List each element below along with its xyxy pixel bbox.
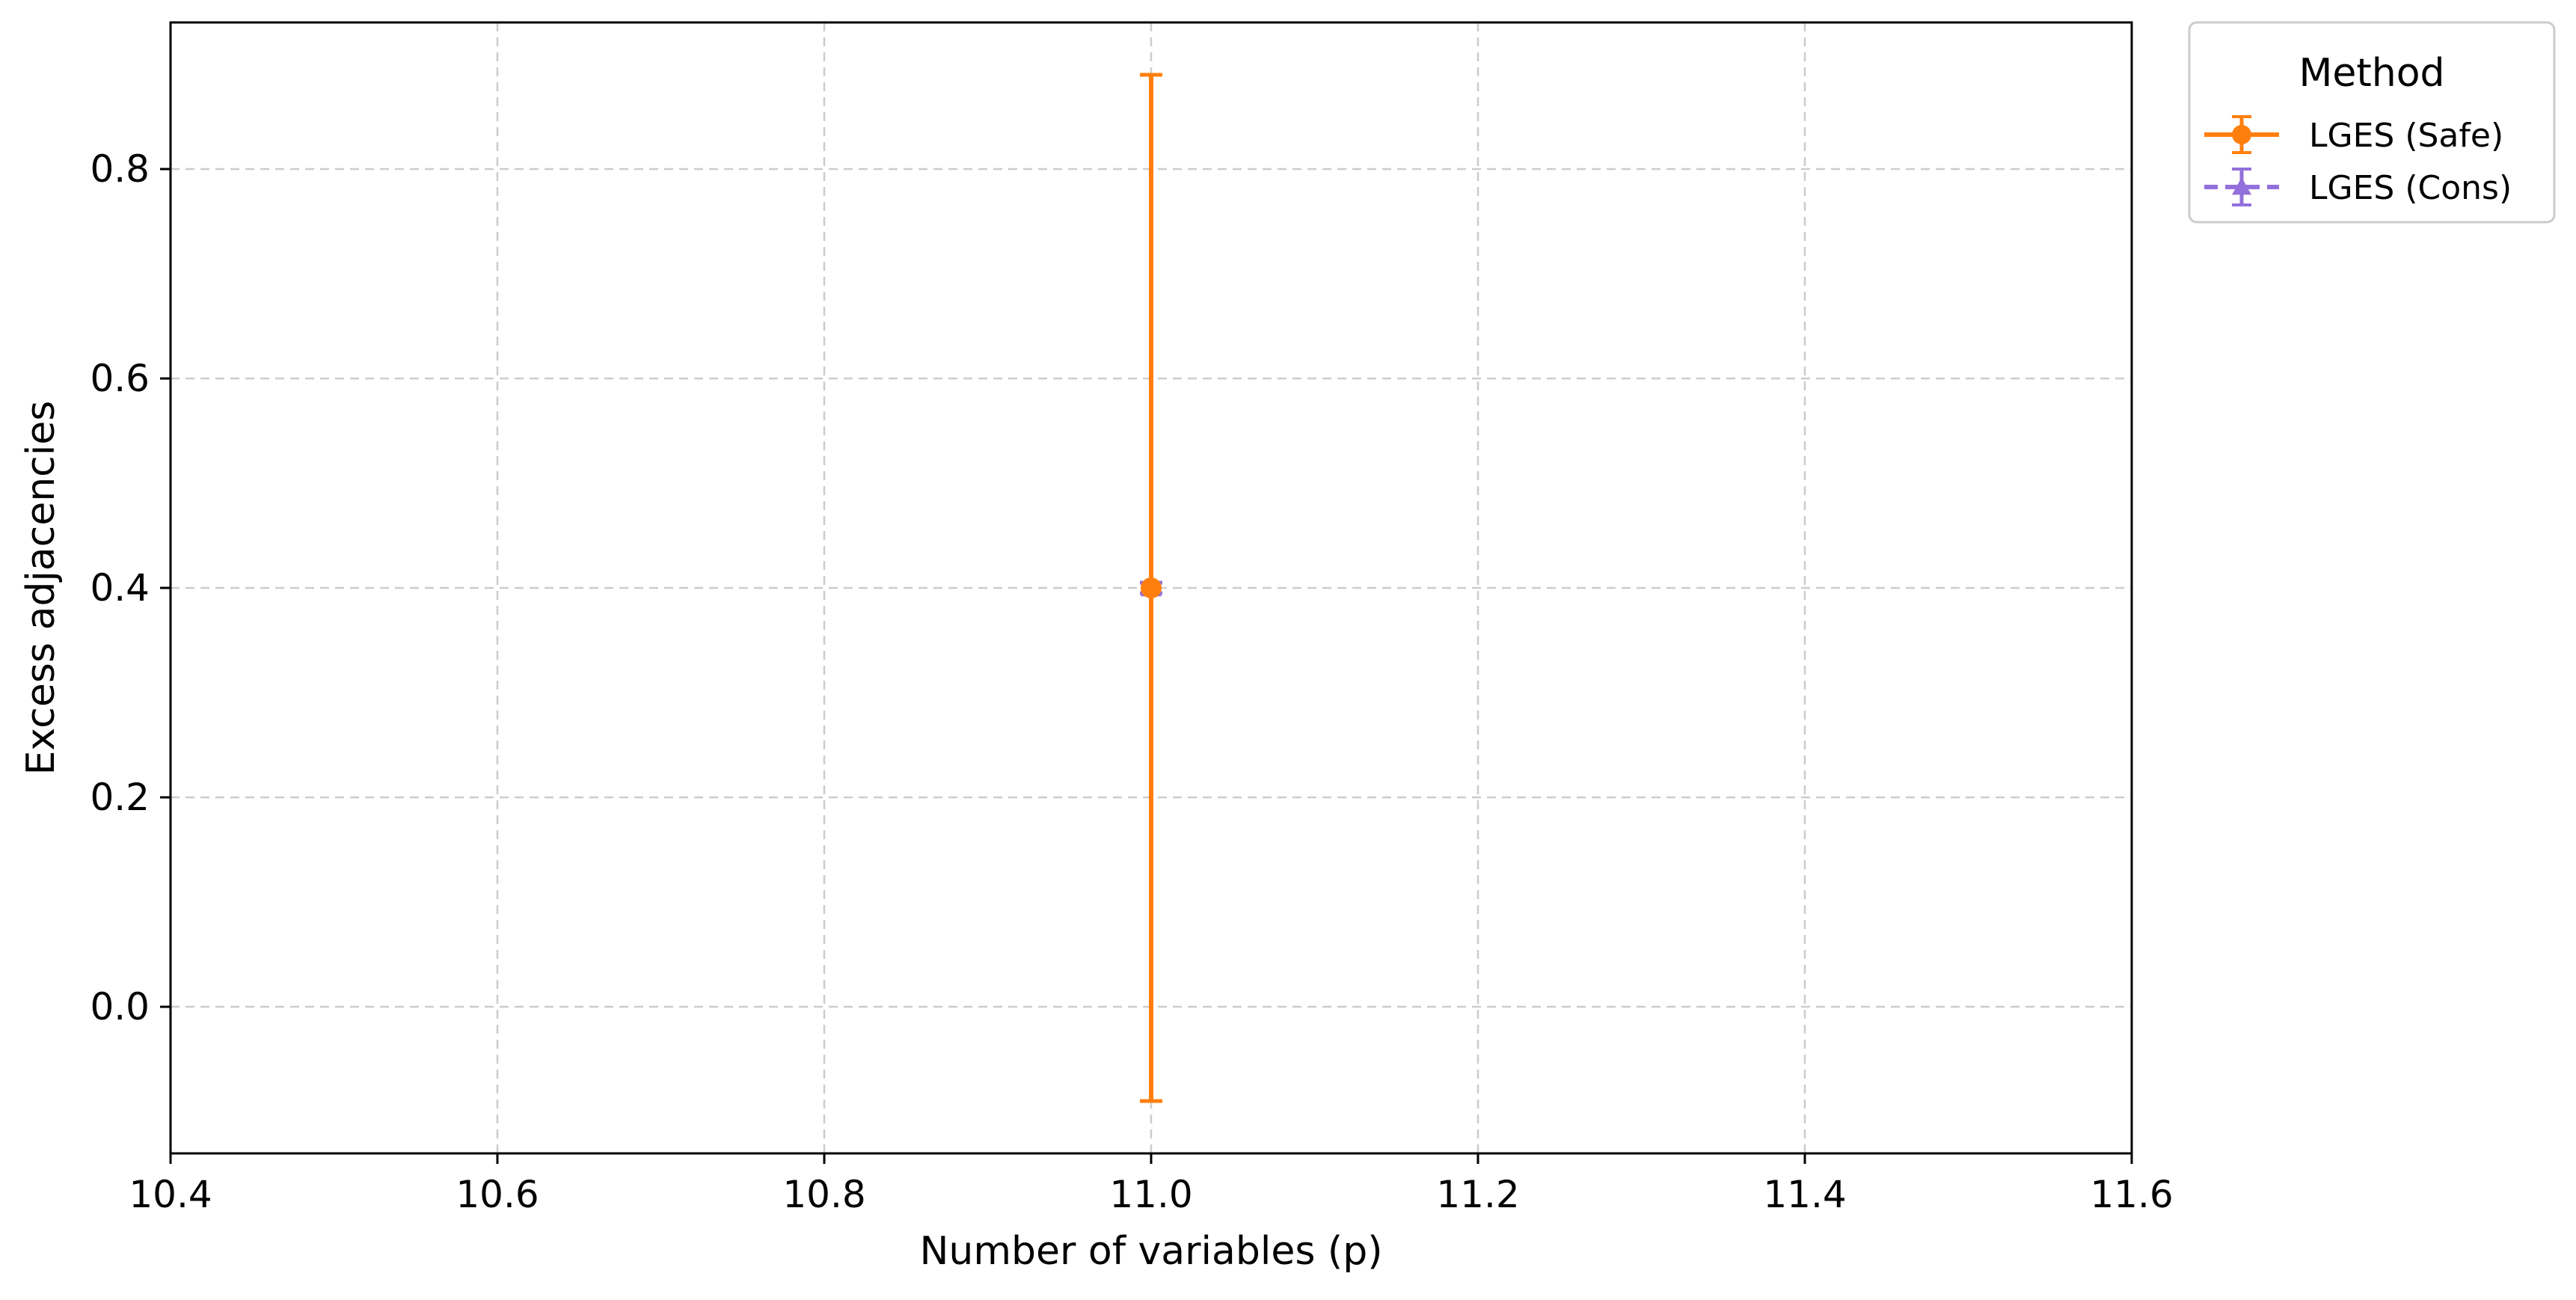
x-axis-label: Number of variables (p): [919, 1229, 1382, 1274]
x-tick-label: 11.2: [1436, 1173, 1519, 1216]
legend-entries: LGES (Safe) LGES (Cons): [2204, 115, 2512, 207]
y-tick-label: 0.6: [90, 357, 150, 400]
legend: Method LGES (Safe) LGES (Cons): [2188, 21, 2556, 224]
series: [1140, 73, 1162, 1103]
legend-entry-lges-safe: LGES (Safe): [2204, 115, 2503, 155]
x-tick-label: 10.8: [782, 1173, 865, 1216]
legend-entry-lges-cons: LGES (Cons): [2204, 168, 2512, 207]
ticks: 10.4 10.6 10.8 11.0 11.2 11.4 11.6 0.0 0.2 0.4 0.6…: [90, 147, 2173, 1216]
legend-label: LGES (Safe): [2309, 117, 2503, 155]
y-tick-label: 0.0: [90, 985, 150, 1028]
legend-marker-triangle: [2232, 177, 2251, 195]
y-tick-label: 0.8: [90, 147, 150, 191]
y-tick-label: 0.2: [90, 776, 150, 819]
x-tick-label: 11.0: [1109, 1173, 1192, 1216]
x-tick-label: 10.4: [129, 1173, 212, 1216]
data-point-circle: [1141, 577, 1162, 598]
legend-label: LGES (Cons): [2309, 169, 2512, 207]
legend-box: [2188, 21, 2556, 224]
y-tick-label: 0.4: [90, 566, 150, 610]
series-lges-safe: [1140, 73, 1162, 1103]
x-tick-label: 11.4: [1763, 1173, 1846, 1216]
legend-title: Method: [2299, 51, 2444, 96]
x-tick-label: 10.6: [456, 1173, 539, 1216]
legend-marker-circle: [2232, 125, 2251, 144]
y-axis-label: Excess adjacencies: [19, 401, 64, 776]
x-tick-label: 11.6: [2090, 1173, 2173, 1216]
